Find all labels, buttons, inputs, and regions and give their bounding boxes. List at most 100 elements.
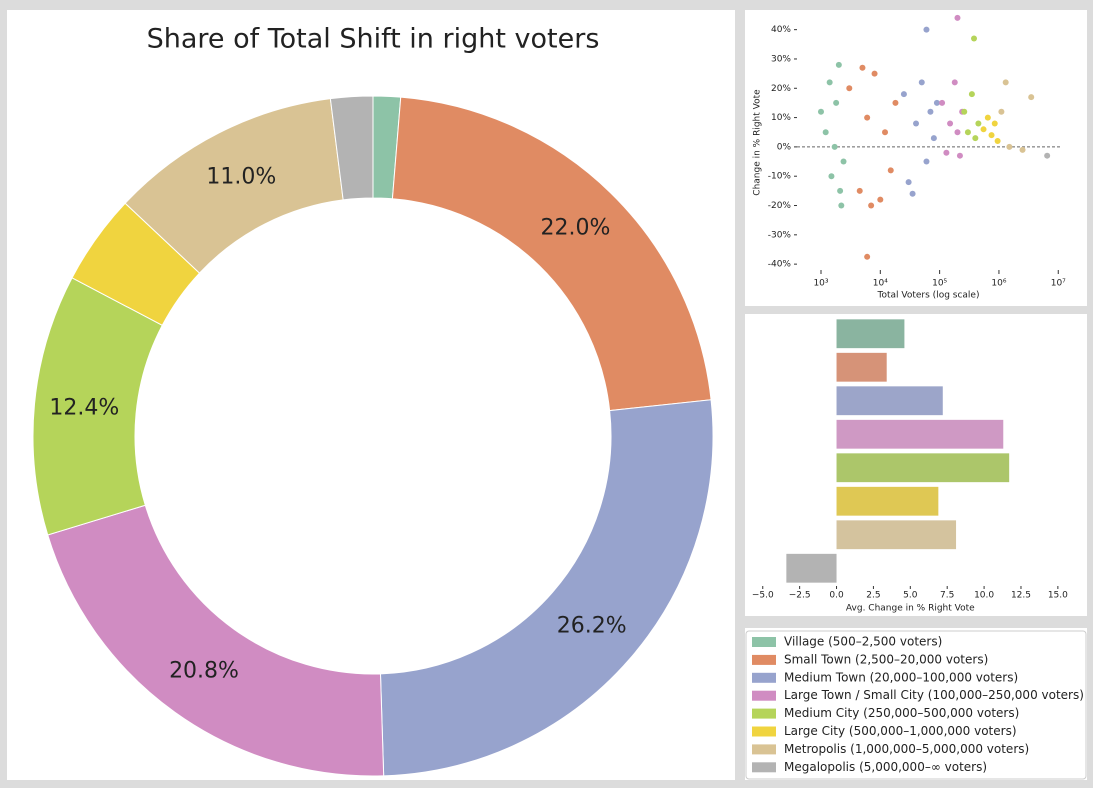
scatter-point bbox=[846, 85, 853, 92]
x-tick-label: 0.0 bbox=[829, 591, 844, 601]
scatter-point bbox=[954, 129, 961, 136]
x-tick-label: 10⁴ bbox=[873, 279, 888, 289]
scatter-point bbox=[991, 120, 998, 127]
legend-panel bbox=[745, 628, 1087, 780]
x-tick-label: 10³ bbox=[813, 279, 828, 289]
scatter-point bbox=[923, 158, 930, 165]
bar bbox=[836, 386, 943, 416]
x-tick-label: 10.0 bbox=[974, 591, 994, 601]
legend-swatch bbox=[752, 762, 776, 773]
scatter-point bbox=[864, 114, 871, 121]
scatter-point bbox=[971, 35, 978, 42]
chart-title: Share of Total Shift in right voters bbox=[147, 24, 600, 55]
x-tick-label: 10⁵ bbox=[932, 279, 947, 289]
scatter-point bbox=[822, 129, 829, 136]
x-tick-label: 10⁷ bbox=[1051, 279, 1066, 289]
legend-label: Metropolis (1,000,000–5,000,000 voters) bbox=[784, 742, 1029, 756]
scatter-point bbox=[923, 26, 930, 33]
legend-swatch bbox=[752, 654, 776, 665]
scatter-point bbox=[871, 70, 878, 77]
legend-swatch bbox=[752, 708, 776, 719]
scatter-point bbox=[1019, 146, 1026, 153]
x-tick-label: 7.5 bbox=[940, 591, 954, 601]
legend-label: Medium Town (20,000–100,000 voters) bbox=[784, 670, 1018, 684]
scatter-point bbox=[956, 152, 963, 159]
x-tick-label: 15.0 bbox=[1048, 591, 1068, 601]
x-axis-label: Total Voters (log scale) bbox=[877, 291, 980, 301]
legend-label: Medium City (250,000–500,000 voters) bbox=[784, 706, 1019, 720]
bar bbox=[786, 553, 837, 583]
legend-swatch bbox=[752, 690, 776, 701]
scatter-point bbox=[913, 120, 920, 127]
scatter-point bbox=[1028, 94, 1035, 101]
scatter-point bbox=[972, 135, 979, 142]
bar bbox=[836, 319, 905, 349]
scatter-point bbox=[831, 143, 838, 150]
scatter-point bbox=[1044, 152, 1051, 159]
scatter-point bbox=[838, 202, 845, 209]
slice-label: 20.8% bbox=[169, 659, 239, 684]
scatter-panel bbox=[745, 10, 1087, 306]
pie-slice bbox=[391, 96, 712, 412]
x-tick-label: 12.5 bbox=[1011, 591, 1031, 601]
scatter-point bbox=[961, 108, 968, 115]
slice-label: 12.4% bbox=[49, 396, 119, 421]
scatter-point bbox=[859, 64, 866, 71]
scatter-point bbox=[947, 120, 954, 127]
scatter-point bbox=[998, 108, 1005, 115]
bar bbox=[836, 520, 957, 550]
legend-label: Village (500–2,500 voters) bbox=[784, 635, 942, 649]
legend-swatch bbox=[752, 726, 776, 737]
x-axis-label: Avg. Change in % Right Vote bbox=[846, 604, 975, 614]
y-tick-label: -20% bbox=[768, 201, 792, 211]
scatter-point bbox=[840, 158, 847, 165]
scatter-point bbox=[988, 132, 995, 139]
bar bbox=[836, 352, 887, 382]
legend-frame bbox=[745, 630, 1087, 780]
scatter-point bbox=[975, 120, 982, 127]
scatter-point bbox=[887, 167, 894, 174]
x-tick-label: 5.0 bbox=[903, 591, 918, 601]
y-tick-label: 20% bbox=[771, 84, 791, 94]
scatter-point bbox=[964, 129, 971, 136]
legend-swatch bbox=[752, 637, 776, 647]
legend-label: Megalopolis (5,000,000–∞ voters) bbox=[784, 760, 987, 774]
slice-label: 22.0% bbox=[541, 215, 611, 240]
scatter-point bbox=[980, 126, 987, 133]
scatter-point bbox=[933, 99, 940, 106]
scatter-point bbox=[868, 202, 875, 209]
scatter-point bbox=[837, 187, 844, 194]
scatter-point bbox=[835, 61, 842, 68]
scatter-point bbox=[927, 108, 934, 115]
scatter-point bbox=[1006, 143, 1013, 150]
y-tick-label: 40% bbox=[771, 25, 791, 35]
scatter-point bbox=[892, 99, 899, 106]
scatter-point bbox=[994, 138, 1001, 145]
y-tick-label: 0% bbox=[777, 142, 792, 152]
y-tick-label: 30% bbox=[771, 54, 791, 64]
scatter-point bbox=[877, 196, 884, 203]
x-tick-label: 10⁶ bbox=[991, 279, 1006, 289]
bar bbox=[836, 486, 939, 516]
legend-swatch bbox=[752, 744, 776, 755]
scatter-point bbox=[968, 91, 975, 98]
scatter-point bbox=[984, 114, 991, 121]
y-tick-label: -30% bbox=[768, 230, 792, 240]
slice-label: 11.0% bbox=[206, 165, 276, 190]
scatter-point bbox=[930, 135, 937, 142]
legend-swatch bbox=[752, 672, 776, 683]
slice-label: 26.2% bbox=[557, 613, 627, 638]
x-tick-label: −5.0 bbox=[752, 591, 774, 601]
scatter-point bbox=[900, 91, 907, 98]
scatter-point bbox=[918, 79, 925, 86]
scatter-point bbox=[939, 99, 946, 106]
scatter-point bbox=[856, 187, 863, 194]
scatter-point bbox=[817, 108, 824, 115]
scatter-point bbox=[951, 79, 958, 86]
x-tick-label: 2.5 bbox=[866, 591, 880, 601]
x-tick-label: −2.5 bbox=[789, 591, 811, 601]
scatter-point bbox=[882, 129, 889, 136]
scatter-point bbox=[828, 173, 835, 180]
legend-label: Large City (500,000–1,000,000 voters) bbox=[784, 724, 1017, 738]
legend-label: Large Town / Small City (100,000–250,000… bbox=[784, 688, 1084, 702]
